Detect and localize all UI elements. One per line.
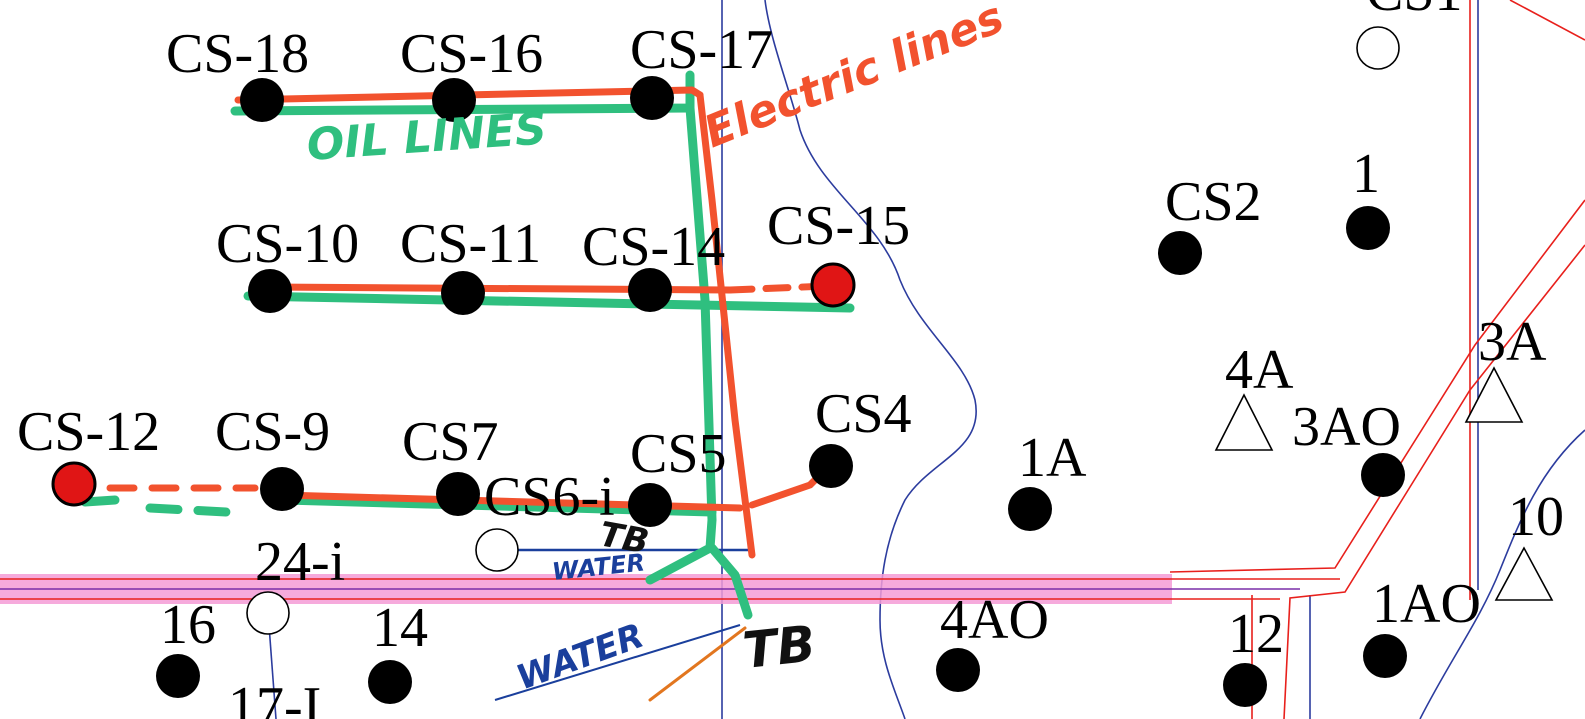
label-14: 14 xyxy=(372,597,428,659)
label-10: 10 xyxy=(1508,486,1564,548)
well-14-marker[interactable] xyxy=(368,660,412,704)
well-4ao-marker[interactable] xyxy=(936,648,980,692)
label-3ao: 3AO xyxy=(1292,396,1401,458)
label-1a: 1A xyxy=(1018,427,1087,489)
label-3a: 3A xyxy=(1478,311,1547,373)
well-cs10-marker[interactable] xyxy=(248,269,292,313)
label-cs14: CS-14 xyxy=(582,216,725,278)
label-cs1: CS1 xyxy=(1366,0,1463,23)
well-1ao-marker[interactable] xyxy=(1363,634,1407,678)
well-4a-marker[interactable] xyxy=(1214,393,1274,451)
well-cs6i-marker[interactable] xyxy=(475,528,519,572)
well-cs16-marker[interactable] xyxy=(432,78,476,122)
label-cs11: CS-11 xyxy=(400,213,541,275)
label-cs6i: CS6-i xyxy=(484,466,615,528)
producer-wells xyxy=(156,76,1407,707)
well-24i-marker[interactable] xyxy=(246,591,290,635)
annotation-water-2: WATER xyxy=(511,616,649,699)
label-cs12: CS-12 xyxy=(17,401,160,463)
label-cs17: CS-17 xyxy=(630,19,773,81)
proposed-wells xyxy=(1214,366,1554,601)
well-3a-marker[interactable] xyxy=(1464,366,1524,423)
label-cs5: CS5 xyxy=(630,423,727,485)
label-cs15: CS-15 xyxy=(767,195,910,257)
well-cs4-marker[interactable] xyxy=(809,444,853,488)
pipeline-corridor xyxy=(0,574,1340,604)
well-cs14-marker[interactable] xyxy=(628,268,672,312)
annotation-tb-1: TB xyxy=(596,514,651,562)
label-cs9: CS-9 xyxy=(215,401,330,463)
label-cs10: CS-10 xyxy=(216,213,359,275)
well-cs1-marker[interactable] xyxy=(1356,26,1400,70)
pipeline-east-2 xyxy=(1283,244,1585,719)
well-1-marker[interactable] xyxy=(1346,206,1390,250)
label-17i: 17-I xyxy=(228,676,321,719)
label-cs16: CS-16 xyxy=(400,23,543,85)
well-cs18-marker[interactable] xyxy=(240,78,284,122)
well-cs11-marker[interactable] xyxy=(441,271,485,315)
well-cs12-marker[interactable] xyxy=(51,461,97,507)
label-well-1: 1 xyxy=(1352,143,1380,205)
well-10-marker[interactable] xyxy=(1494,546,1554,601)
label-cs2: CS2 xyxy=(1165,171,1262,233)
river-boundary xyxy=(764,0,977,719)
well-16-marker[interactable] xyxy=(156,654,200,698)
label-24i: 24-i xyxy=(255,531,345,593)
well-cs5-marker[interactable] xyxy=(628,483,672,527)
oil-line-dashed xyxy=(145,503,250,518)
east-curve-boundary xyxy=(1419,429,1585,719)
label-12: 12 xyxy=(1228,603,1284,665)
well-labels: CS-18 CS-16 CS-17 CS1 CS-10 CS-11 CS-14 … xyxy=(17,0,1564,719)
label-cs7: CS7 xyxy=(402,411,499,473)
oil-line-cs12 xyxy=(80,495,120,507)
pipeline-east-1 xyxy=(1169,199,1585,573)
planned-wells xyxy=(246,26,1400,635)
label-16: 16 xyxy=(160,594,216,656)
electric-line-trunk xyxy=(696,91,756,559)
injector-wells xyxy=(51,262,856,507)
electric-line-southwest xyxy=(648,626,747,702)
label-1ao: 1AO xyxy=(1372,573,1481,635)
label-cs18: CS-18 xyxy=(166,23,309,85)
label-4ao: 4AO xyxy=(940,589,1049,651)
oil-line-trunk xyxy=(645,103,717,585)
oil-line-south xyxy=(707,543,753,620)
well-cs15-marker[interactable] xyxy=(810,262,856,308)
well-1a-marker[interactable] xyxy=(1008,487,1052,531)
well-cs7-marker[interactable] xyxy=(436,472,480,516)
annotation-tb-2: TB xyxy=(740,615,818,680)
well-cs9-marker[interactable] xyxy=(260,467,304,511)
label-4a: 4A xyxy=(1225,339,1294,401)
label-cs4: CS4 xyxy=(815,383,912,445)
pipeline-east-3 xyxy=(1509,0,1585,41)
oil-line-middle xyxy=(243,291,855,313)
well-cs17-marker[interactable] xyxy=(630,76,674,120)
well-cs2-marker[interactable] xyxy=(1158,231,1202,275)
well-3ao-marker[interactable] xyxy=(1361,453,1405,497)
water-line-lower xyxy=(494,624,741,701)
well-12-marker[interactable] xyxy=(1223,663,1267,707)
